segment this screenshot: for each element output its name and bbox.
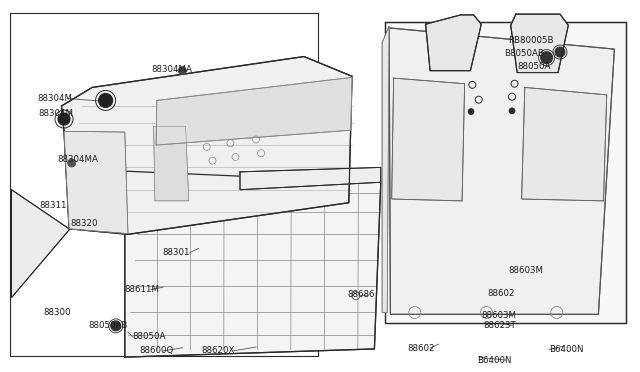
Circle shape bbox=[179, 67, 186, 75]
Text: 88603M: 88603M bbox=[481, 311, 516, 320]
Circle shape bbox=[541, 52, 552, 64]
Text: 88320: 88320 bbox=[70, 219, 98, 228]
Text: 88304MA: 88304MA bbox=[58, 155, 99, 164]
Circle shape bbox=[509, 108, 515, 114]
Text: B6400N: B6400N bbox=[549, 345, 584, 354]
Text: 88050A: 88050A bbox=[132, 332, 166, 341]
Polygon shape bbox=[522, 87, 607, 201]
Polygon shape bbox=[156, 77, 352, 145]
Polygon shape bbox=[64, 131, 128, 234]
Text: 88611M: 88611M bbox=[124, 285, 159, 294]
Text: 88304MA: 88304MA bbox=[151, 65, 192, 74]
Circle shape bbox=[99, 93, 113, 108]
Text: RB80005B: RB80005B bbox=[508, 36, 554, 45]
Circle shape bbox=[58, 113, 70, 125]
Circle shape bbox=[468, 109, 474, 115]
Polygon shape bbox=[61, 57, 352, 234]
Polygon shape bbox=[240, 167, 381, 190]
Text: 88301: 88301 bbox=[163, 248, 190, 257]
Text: 88600Q: 88600Q bbox=[140, 346, 174, 355]
Polygon shape bbox=[426, 15, 481, 71]
Polygon shape bbox=[125, 171, 381, 357]
Polygon shape bbox=[382, 26, 389, 312]
Text: 88602: 88602 bbox=[407, 344, 435, 353]
Text: 88050AB: 88050AB bbox=[88, 321, 128, 330]
Polygon shape bbox=[389, 28, 614, 314]
Text: 88311: 88311 bbox=[40, 201, 67, 210]
Text: 88623T: 88623T bbox=[483, 321, 516, 330]
Text: 88300: 88300 bbox=[44, 308, 71, 317]
Polygon shape bbox=[385, 22, 626, 323]
Circle shape bbox=[68, 159, 76, 167]
Text: B8050AB: B8050AB bbox=[504, 49, 544, 58]
Text: B6400N: B6400N bbox=[477, 356, 512, 365]
Text: 88686: 88686 bbox=[348, 291, 375, 299]
Polygon shape bbox=[12, 190, 69, 298]
Text: 88050A: 88050A bbox=[517, 62, 550, 71]
Text: 88304M: 88304M bbox=[37, 94, 72, 103]
Circle shape bbox=[111, 321, 121, 331]
Text: 88603M: 88603M bbox=[509, 266, 544, 275]
Circle shape bbox=[555, 47, 565, 57]
Polygon shape bbox=[392, 78, 465, 201]
Text: 88304M: 88304M bbox=[38, 109, 74, 118]
Polygon shape bbox=[511, 14, 568, 73]
Text: 88602: 88602 bbox=[488, 289, 515, 298]
Polygon shape bbox=[154, 126, 189, 201]
Text: 88620X: 88620X bbox=[202, 346, 235, 355]
